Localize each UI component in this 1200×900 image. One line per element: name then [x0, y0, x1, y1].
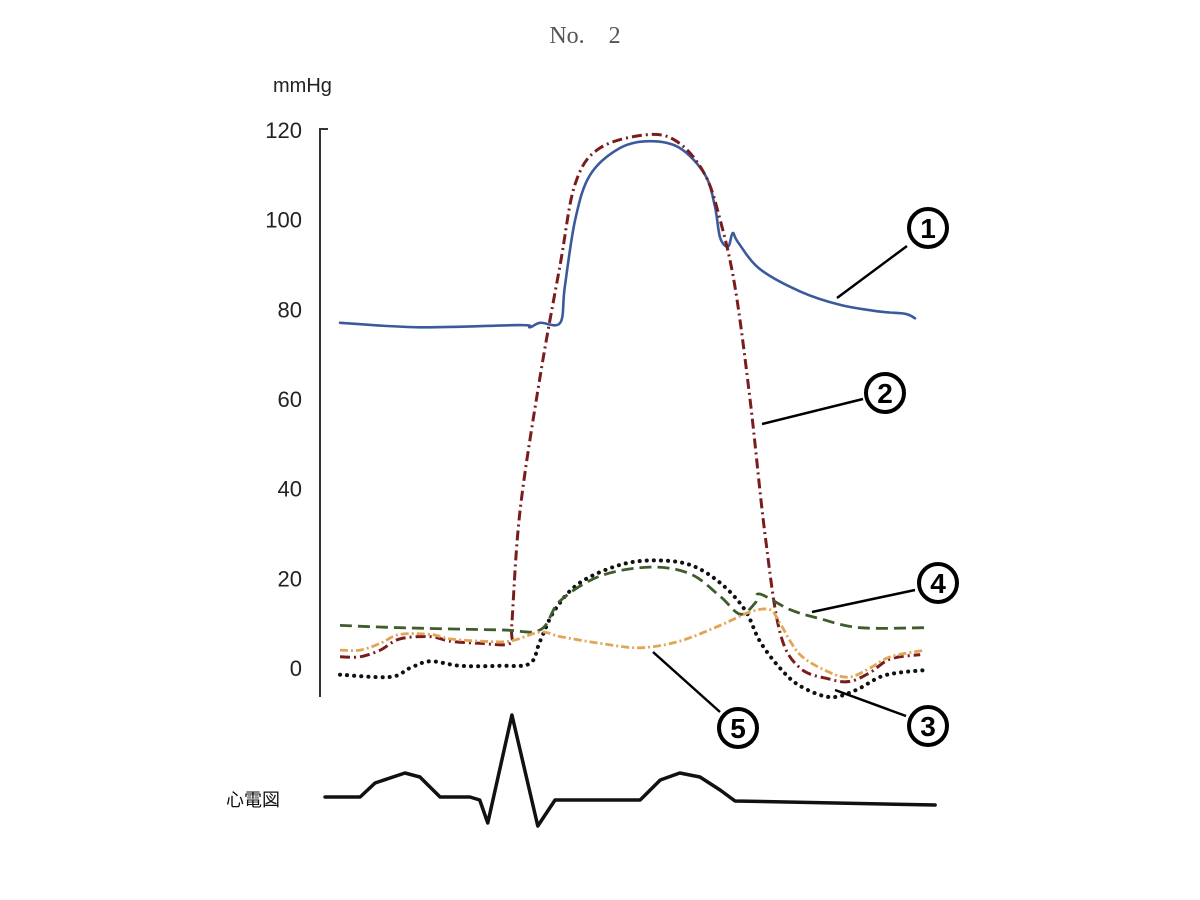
leader-line-1: [836, 244, 908, 300]
leader-line-2: [761, 397, 864, 426]
y-tick-label: 40: [278, 477, 302, 502]
y-tick-label: 0: [290, 656, 302, 681]
series-marker-circle-4: [917, 562, 959, 604]
series-marker-circle-2: [864, 372, 906, 414]
ecg-group: 心電図: [226, 713, 937, 828]
ecg-label: 心電図: [226, 790, 280, 810]
leader-line-4: [811, 588, 916, 614]
y-tick-label: 120: [265, 118, 302, 143]
y-tick-label: 100: [265, 208, 302, 233]
series-label-5: 5: [730, 713, 746, 744]
leader-line-3: [834, 688, 907, 718]
series-label-4: 4: [930, 568, 946, 599]
series-line-5: [339, 607, 926, 679]
series-group: [338, 132, 927, 700]
y-tick-label: 60: [278, 387, 302, 412]
series-line-1: [338, 139, 917, 329]
ecg-trace: [323, 713, 937, 828]
y-tick-label: 20: [278, 566, 302, 591]
series-label-1: 1: [920, 213, 936, 244]
series-line-3: [338, 558, 927, 700]
chart-title: No. 2: [549, 23, 620, 49]
y-axis: 0 20 40 60 80 100 120: [265, 118, 328, 697]
series-marker-circle-1: [907, 207, 949, 249]
leader-line-5: [652, 651, 721, 713]
series-line-4: [339, 565, 925, 634]
series-marker-circle-5: [717, 707, 759, 749]
series-label-3: 3: [920, 711, 936, 742]
series-marker-circle-3: [907, 705, 949, 747]
series-label-2: 2: [877, 378, 893, 409]
series-labels: 1 2 3 4 5: [652, 207, 959, 749]
series-line-2: [339, 132, 921, 684]
y-tick-label: 80: [278, 297, 302, 322]
y-axis-label: mmHg: [273, 75, 332, 97]
